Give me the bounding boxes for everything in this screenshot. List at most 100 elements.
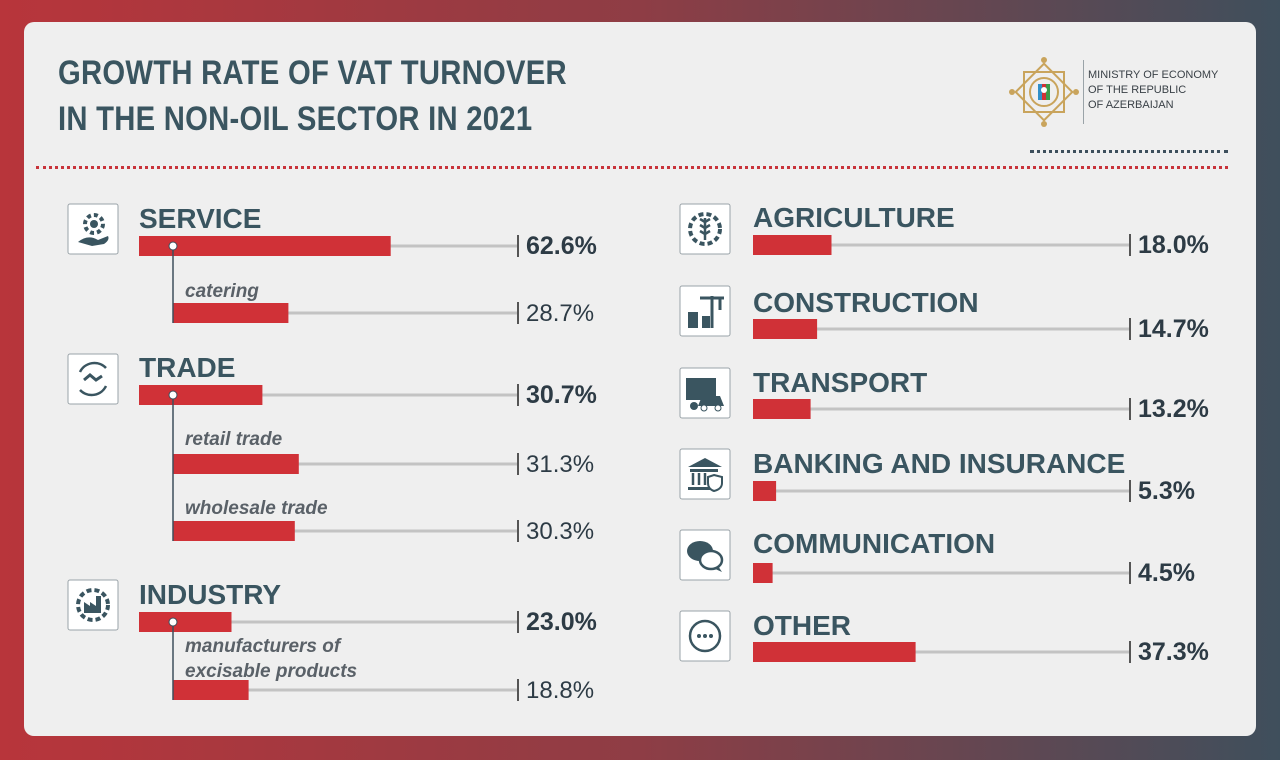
icon-shape	[699, 217, 711, 236]
icon-shape	[686, 378, 716, 400]
more-dots-icon	[679, 610, 731, 662]
hand-gear-icon	[67, 203, 119, 255]
bar-group-industry: INDUSTRY 23.0%	[139, 579, 597, 636]
value-label: 28.7%	[526, 300, 594, 327]
ministry-line-3: OF AZERBAIJAN	[1088, 99, 1174, 111]
icon-shape	[690, 469, 718, 472]
ministry-line-2: OF THE REPUBLIC	[1088, 84, 1187, 96]
category-label: AGRICULTURE	[753, 202, 955, 233]
bar-group-transport: TRANSPORT 13.2%	[753, 367, 1209, 423]
ministry-emblem-icon	[1009, 57, 1079, 127]
bar-group-agriculture: AGRICULTURE 18.0%	[753, 202, 1209, 259]
sub-connector-dot	[168, 241, 178, 251]
sub-connector-dot	[168, 390, 178, 400]
bar	[139, 236, 391, 256]
infographic-card: GROWTH RATE OF VAT TURNOVER IN THE NON-O…	[24, 22, 1256, 736]
icon-shape	[79, 385, 108, 397]
icon-shape	[690, 402, 698, 410]
sub-connector-dot	[168, 617, 178, 627]
category-label: wholesale trade	[185, 498, 328, 519]
category-label: OTHER	[753, 610, 851, 641]
value-label: 5.3%	[1138, 477, 1195, 505]
bank-shield-icon	[679, 448, 731, 500]
icon-shape	[714, 404, 722, 412]
bar	[753, 563, 773, 583]
truck-car-icon	[679, 367, 731, 419]
icon-shape	[688, 212, 722, 246]
value-label: 14.7%	[1138, 315, 1209, 343]
icon-shape	[702, 316, 710, 328]
chat-bubbles-icon	[679, 529, 731, 581]
vat-growth-bar-chart: SERVICE 62.6% catering 28.7% TRADE 30.7% retai…	[67, 202, 1209, 704]
bar	[173, 521, 295, 541]
bar-group-other: OTHER 37.3%	[753, 610, 1209, 666]
icon-shape	[84, 596, 101, 613]
bar-group-banking-and-insurance: BANKING AND INSURANCE 5.3%	[753, 448, 1195, 505]
page-title: GROWTH RATE OF VAT TURNOVER IN THE NON-O…	[58, 50, 567, 142]
bar	[173, 303, 289, 323]
icon-shape	[707, 473, 723, 493]
icon-frame	[67, 203, 119, 255]
icon-shape	[691, 473, 707, 485]
icon-shape	[713, 566, 722, 572]
bar	[753, 235, 832, 255]
bar	[173, 454, 299, 474]
icon-frame	[679, 285, 731, 337]
ministry-name: MINISTRY OF ECONOMY OF THE REPUBLIC OF A…	[1088, 68, 1256, 113]
icon-shape	[76, 588, 110, 622]
category-label: BANKING AND INSURANCE	[753, 448, 1125, 479]
value-label: 18.0%	[1138, 231, 1209, 259]
category-label: TRADE	[139, 352, 235, 383]
bar-group-communication: COMMUNICATION 4.5%	[753, 528, 1195, 587]
icon-shape	[698, 396, 724, 406]
icon-shape	[78, 236, 109, 246]
title-line-2: IN THE NON-OIL SECTOR IN 2021	[58, 100, 533, 138]
icon-shape	[700, 296, 724, 328]
bar	[753, 399, 811, 419]
handshake-cycle-icon	[67, 353, 119, 405]
icon-shape	[700, 404, 708, 412]
value-label: 30.7%	[526, 381, 597, 409]
bar-group-manufacturers-of-excisable-products: manufacturers of excisable products 18.8%	[173, 636, 594, 704]
bar	[753, 642, 916, 662]
value-label: 30.3%	[526, 518, 594, 545]
header-dotted-line	[36, 166, 1228, 169]
title-line-1: GROWTH RATE OF VAT TURNOVER	[58, 54, 567, 92]
category-label: COMMUNICATION	[753, 528, 995, 559]
icon-shape	[697, 634, 701, 638]
icon-shape	[703, 634, 707, 638]
icon-shape	[688, 458, 722, 467]
category-label: INDUSTRY	[139, 579, 281, 610]
value-label: 13.2%	[1138, 395, 1209, 423]
category-label: catering	[185, 281, 259, 302]
category-label: TRANSPORT	[753, 367, 927, 398]
bar	[753, 319, 818, 339]
value-label: 4.5%	[1138, 559, 1195, 587]
bar	[753, 481, 777, 501]
logo-divider	[1083, 60, 1084, 124]
bar	[139, 612, 232, 632]
bar-group-catering: catering 28.7%	[173, 281, 594, 327]
category-label: SERVICE	[139, 203, 261, 234]
header-dotted-line-short	[1030, 150, 1228, 153]
icon-shape	[688, 619, 722, 653]
bar-group-trade: TRADE 30.7%	[139, 352, 597, 409]
value-label: 62.6%	[526, 232, 597, 260]
category-label: CONSTRUCTION	[753, 287, 979, 318]
icon-shape	[83, 373, 103, 382]
icon-shape	[698, 549, 724, 571]
bar-group-construction: CONSTRUCTION 14.7%	[753, 287, 1209, 343]
bar	[139, 385, 263, 405]
category-label: excisable products	[185, 661, 357, 682]
bar	[173, 680, 249, 700]
icon-shape	[688, 487, 714, 490]
icon-shape	[90, 220, 98, 228]
category-label: retail trade	[185, 429, 283, 450]
wheat-gear-icon	[679, 203, 731, 255]
bar-group-service: SERVICE 62.6%	[139, 203, 597, 260]
bar-group-retail-trade: retail trade 31.3%	[173, 429, 594, 478]
icon-shape	[78, 361, 107, 373]
ministry-line-1: MINISTRY OF ECONOMY	[1088, 69, 1219, 81]
icon-shape	[688, 312, 698, 328]
factory-gear-icon	[67, 579, 119, 631]
